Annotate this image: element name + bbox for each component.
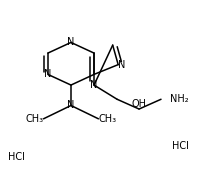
Text: NH₂: NH₂ — [170, 94, 189, 104]
Text: N: N — [67, 37, 75, 47]
Text: N: N — [90, 80, 98, 90]
Text: N: N — [118, 60, 125, 70]
Text: CH₃: CH₃ — [25, 114, 44, 124]
Text: CH₃: CH₃ — [98, 114, 116, 124]
Text: N: N — [44, 69, 51, 79]
Text: OH: OH — [131, 99, 147, 109]
Text: HCl: HCl — [172, 141, 189, 151]
Text: HCl: HCl — [8, 152, 25, 162]
Text: N: N — [67, 100, 75, 110]
